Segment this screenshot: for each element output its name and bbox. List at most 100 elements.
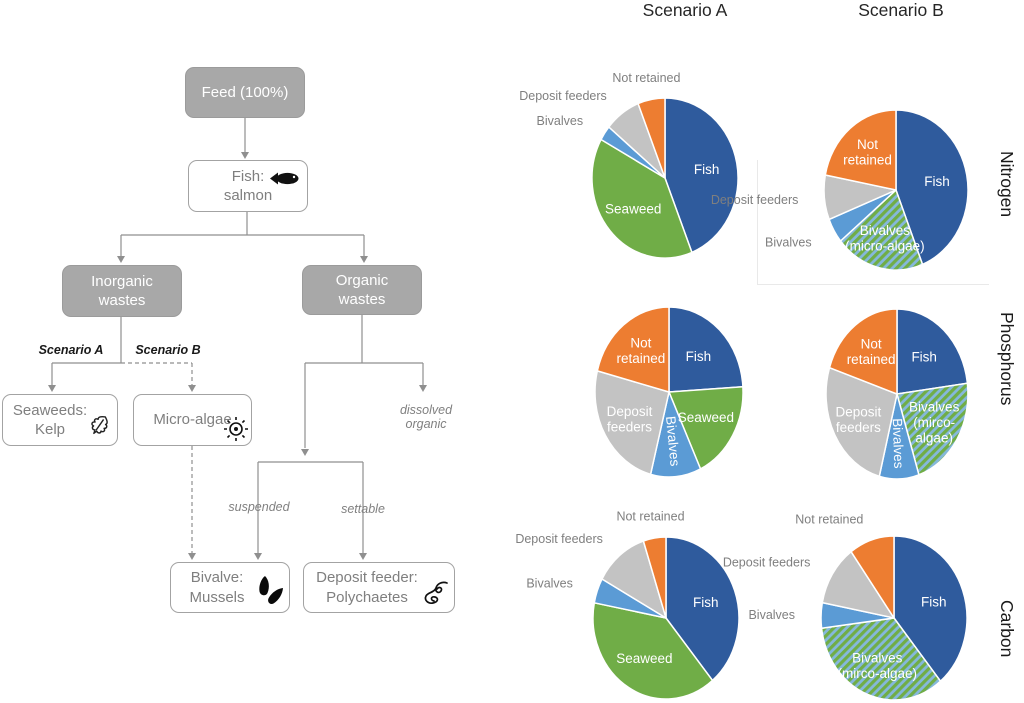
seaweeds-label-line2: Kelp — [34, 421, 66, 438]
pie-label-bivalves-micro-algae: Bivalves (micro-algae) — [845, 223, 925, 254]
pie-label-bivalves-mirco-algae: Bivalves (mirco-algae) — [909, 399, 960, 445]
pie-slice-not-retained — [828, 308, 898, 395]
pie-slice-not-retained — [642, 536, 667, 619]
flow-solid-lines — [51, 118, 424, 553]
organic-label-line1: Organic — [335, 271, 389, 289]
suspended-label: suspended — [228, 500, 290, 514]
fish-label-line1: Fish: — [231, 167, 265, 185]
organic-label-line2: wastes — [338, 291, 386, 308]
feed-label: Feed (100%) — [201, 83, 289, 101]
fish-label-line2: salmon — [223, 187, 273, 204]
row-label-phosphorus: Phosphorus — [997, 312, 1017, 406]
pie-label-seaweed: Seaweed — [678, 410, 734, 425]
pie-slice-not-retained — [637, 97, 666, 179]
pie-slice-fish — [664, 97, 739, 254]
pie-slice-deposit-feeders — [821, 550, 895, 619]
pie-phosphorus-scenario-b: Fish Bivalves (mirco-algae)Bivalves Deposit… — [825, 308, 969, 480]
pie-label-not-retained: Not retained — [616, 510, 684, 524]
row-label-carbon: Carbon — [997, 600, 1017, 658]
deposit-label-line2: Polychaetes — [326, 588, 408, 606]
dissolved-organic-label: dissolved organic — [399, 403, 453, 432]
pie-slice-seaweed — [592, 602, 714, 700]
pie-slice-deposit-feeders — [594, 370, 670, 476]
pie-carbon-scenario-b: Fish Bivalves (mirco-algae) Bivalves Deposit… — [723, 512, 968, 701]
pie-label-not-retained: Not retained — [612, 71, 680, 85]
scenario-a-header: Scenario A — [642, 0, 728, 20]
inorganic-wastes-box: Inorganic wastes — [62, 265, 182, 317]
pie-label-deposit-feeders: Deposit feeders — [515, 532, 603, 546]
pie-slice-fish — [665, 536, 740, 682]
mussels-icon — [259, 576, 283, 604]
pie-label-deposit-feeders: Deposit feeders — [607, 404, 653, 435]
scenario-b-header: Scenario B — [858, 0, 944, 20]
micro-algae-box: Micro-algae — [133, 394, 252, 446]
feed-box: Feed (100%) — [185, 67, 305, 118]
inorganic-label-line1: Inorganic — [91, 272, 153, 290]
pie-slice-fish — [896, 308, 969, 395]
pie-label-deposit-feeders: Deposit feeders — [711, 193, 799, 207]
pie-label-bivalves: Bivalves — [890, 418, 907, 469]
pie-nitrogen-scenario-a: Fish Seaweed Bivalves Deposit feeders Not re… — [519, 71, 739, 259]
pie-slice-not-retained — [596, 306, 670, 393]
kelp-leaf-icon — [91, 416, 108, 435]
fish-box: Fish: salmon — [188, 160, 308, 212]
row-label-nitrogen: Nitrogen — [997, 151, 1017, 218]
pie-label-bivalves: Bivalves — [765, 235, 812, 249]
pie-slice-fish — [893, 535, 968, 682]
pie-label-fish: Fish — [924, 174, 950, 189]
pie-label-seaweed: Seaweed — [616, 651, 672, 666]
flow-arrowheads — [48, 152, 427, 560]
pie-slice-deposit-feeders — [825, 366, 898, 478]
pie-label-deposit-feeders: Deposit feeders — [836, 404, 882, 435]
pie-label-not-retained: Not retained — [795, 512, 863, 526]
flow-dashed-lines — [121, 362, 193, 553]
flow-connectors-svg — [48, 118, 427, 560]
bivalve-label-line2: Mussels — [189, 588, 245, 606]
seaweeds-kelp-box: Seaweeds: Kelp — [2, 394, 118, 446]
inorganic-label-line2: wastes — [98, 292, 146, 309]
pie-label-not-retained: Not retained — [617, 335, 666, 366]
settable-label: settable — [341, 502, 385, 516]
pie-label-bivalves-mirco-algae: Bivalves (mirco-algae) — [838, 650, 918, 681]
pie-label-deposit-feeders: Deposit feeders — [723, 556, 811, 570]
pie-slice-bivalves-mirco-algae — [896, 382, 969, 476]
pie-label-deposit-feeders: Deposit feeders — [519, 89, 607, 103]
pie-label-fish: Fish — [911, 350, 937, 365]
organic-wastes-box: Organic wastes — [302, 265, 422, 315]
pie-label-not-retained: Not retained — [843, 137, 892, 168]
pie-slice-bivalves-mirco-algae — [820, 617, 942, 701]
deposit-label-line1: Deposit feeder: — [316, 569, 418, 586]
pie-label-bivalves: Bivalves — [537, 114, 584, 128]
scenario-a-edge-label: Scenario A — [38, 343, 104, 357]
micro-algae-icon — [224, 417, 248, 441]
pie-slice-seaweed — [668, 385, 744, 470]
seaweeds-label-line1: Seaweeds: — [12, 401, 88, 419]
polychaete-icon — [424, 581, 448, 604]
pie-slice-not-retained — [824, 109, 897, 191]
scenario-b-edge-label: Scenario B — [135, 343, 201, 357]
pie-label-fish: Fish — [694, 162, 720, 177]
pie-slice-seaweed — [591, 138, 693, 259]
pie-label-bivalves: Bivalves — [663, 415, 683, 467]
pie-label-bivalves: Bivalves — [748, 608, 795, 622]
deposit-feeder-polychaetes-box: Deposit feeder: Polychaetes — [303, 562, 455, 613]
pie-slice-not-retained — [850, 535, 895, 619]
bivalve-label-line1: Bivalve: — [190, 569, 244, 586]
pie-label-bivalves: Bivalves — [526, 576, 573, 590]
chart-frame-bottom-line — [757, 284, 989, 285]
pie-slice-bivalves-micro-algae — [839, 189, 924, 271]
micro-algae-label: Micro-algae — [153, 411, 232, 429]
pie-carbon-scenario-a: Fish Seaweed Bivalves Deposit feeders Not re… — [515, 510, 740, 700]
pie-nitrogen-scenario-b: Fish Bivalves (micro-algae) Bivalves Deposit… — [711, 109, 969, 271]
chart-frame-left-line — [757, 160, 758, 285]
pie-slice-fish — [668, 306, 744, 393]
pie-slice-deposit-feeders — [601, 540, 667, 619]
pie-label-fish: Fish — [921, 595, 947, 610]
pie-label-not-retained: Not retained — [847, 336, 896, 367]
pie-label-fish: Fish — [686, 349, 712, 364]
pie-slice-fish — [895, 109, 969, 266]
pie-label-seaweed: Seaweed — [605, 201, 661, 216]
